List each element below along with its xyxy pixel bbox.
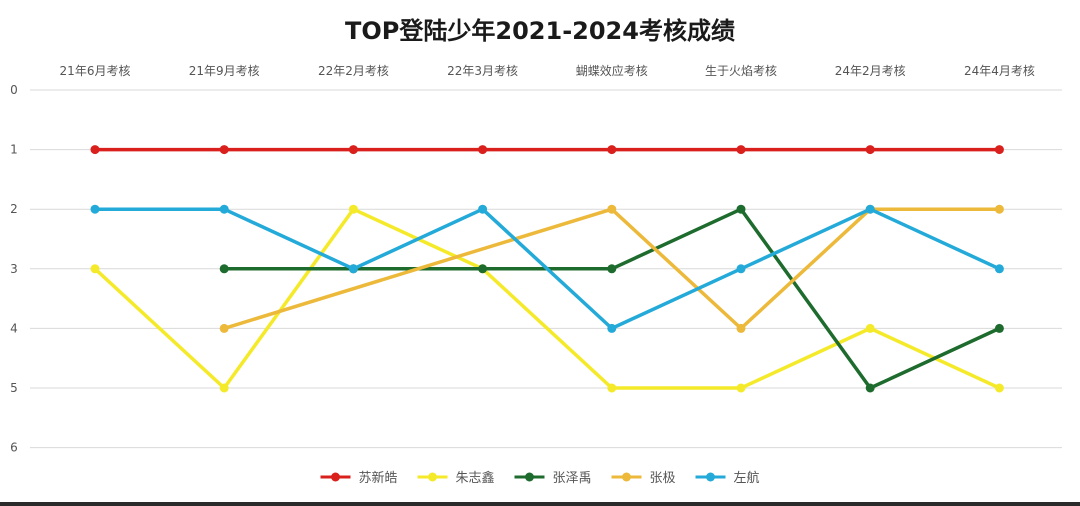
x-axis-labels: 21年6月考核 21年9月考核 22年2月考核 22年3月考核 蝴蝶效应考核 生于火焰考核… (60, 63, 1035, 78)
data-point (865, 323, 875, 333)
legend-marker (706, 472, 715, 482)
series-line (93, 207, 1002, 331)
data-point (994, 323, 1004, 333)
series-苏新皓 (90, 145, 1004, 155)
legend-item: 左航 (695, 470, 760, 486)
chart-title: TOP登陆少年2021-2024考核成绩 (345, 17, 735, 45)
series-lines (90, 145, 1004, 393)
y-axis-labels: 0 1 2 3 4 5 6 (10, 83, 18, 455)
data-point (736, 383, 746, 393)
data-point (348, 145, 358, 155)
series-line (222, 207, 1002, 390)
data-point (607, 264, 617, 274)
data-point (994, 264, 1004, 274)
data-point (736, 323, 746, 333)
data-point (219, 323, 229, 333)
x-tick-label: 蝴蝶效应考核 (576, 63, 648, 78)
data-point (994, 145, 1004, 155)
data-point (607, 383, 617, 393)
legend-marker (331, 472, 340, 482)
data-point (736, 204, 746, 214)
data-point (478, 264, 488, 274)
x-tick-label: 生于火焰考核 (705, 63, 777, 78)
data-point (90, 204, 100, 214)
y-tick-label: 0 (10, 83, 18, 97)
x-tick-label: 22年3月考核 (447, 64, 518, 78)
data-point (607, 323, 617, 333)
data-point (90, 264, 100, 274)
x-tick-label: 24年4月考核 (964, 64, 1035, 78)
data-point (219, 145, 229, 155)
y-tick-label: 6 (10, 441, 18, 455)
y-tick-label: 2 (10, 202, 18, 216)
x-tick-label: 21年6月考核 (60, 64, 131, 78)
legend-label: 朱志鑫 (456, 470, 495, 486)
legend: 苏新皓 朱志鑫 张泽禹 张极 左航 (320, 470, 760, 486)
data-point (865, 204, 875, 214)
data-point (865, 145, 875, 155)
data-point (219, 264, 229, 274)
data-point (478, 204, 488, 214)
series-朱志鑫 (90, 204, 1004, 393)
series-左航 (90, 204, 1004, 333)
y-tick-label: 5 (10, 381, 18, 395)
data-point (865, 383, 875, 393)
legend-label: 左航 (734, 470, 760, 486)
data-point (90, 145, 100, 155)
data-point (736, 145, 746, 155)
legend-item: 张极 (611, 471, 676, 486)
series-line (93, 207, 1002, 390)
x-tick-label: 21年9月考核 (189, 64, 260, 78)
data-point (994, 204, 1004, 214)
y-tick-label: 1 (10, 143, 18, 157)
y-tick-label: 3 (10, 262, 18, 276)
legend-item: 张泽禹 (514, 471, 592, 486)
bottom-border (0, 502, 1080, 506)
data-point (607, 145, 617, 155)
data-point (348, 204, 358, 214)
data-point (219, 204, 229, 214)
legend-label: 苏新皓 (359, 470, 398, 486)
x-tick-label: 22年2月考核 (318, 64, 389, 78)
legend-item: 朱志鑫 (417, 470, 495, 486)
legend-item: 苏新皓 (320, 470, 398, 486)
data-point (607, 204, 617, 214)
legend-label: 张泽禹 (553, 471, 592, 486)
legend-marker (622, 472, 631, 482)
x-tick-label: 24年2月考核 (835, 64, 906, 78)
legend-marker (428, 472, 437, 482)
data-point (348, 264, 358, 274)
data-point (219, 383, 229, 393)
y-tick-label: 4 (10, 321, 18, 335)
legend-marker (525, 472, 534, 482)
data-point (736, 264, 746, 274)
legend-label: 张极 (650, 471, 676, 486)
data-point (994, 383, 1004, 393)
data-point (478, 145, 488, 155)
